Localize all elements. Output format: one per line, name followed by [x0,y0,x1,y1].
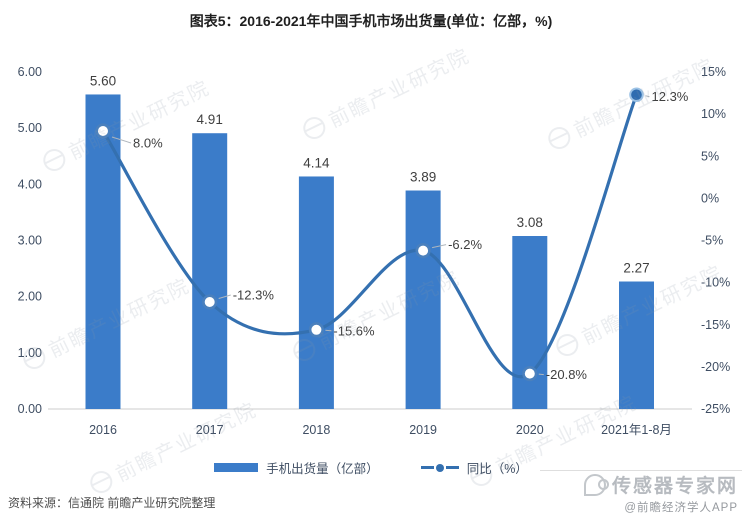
source-note: 资料来源：信通院 前瞻产业研究院整理 [8,496,216,510]
legend-item-yoy: 同比（%） [420,458,528,477]
brand-name: 传感器专家网 [611,476,738,497]
label-connector [538,373,544,376]
bar-2016 [85,94,121,409]
line-dot [435,463,444,472]
data-point-marker [308,322,325,338]
brand-logo-icon [583,473,609,496]
bar-2017 [192,133,228,409]
legend-label: 同比（%） [466,462,528,476]
y-axis-left-tick: 4.00 [18,177,42,191]
y-axis-left-tick: 3.00 [18,234,42,248]
y-axis-right-tick: -15% [701,318,730,332]
chart-legend: 手机出货量（亿部） 同比（%） [0,458,742,477]
x-axis-label: 2021年1-8月 [601,423,672,437]
label-connector [645,95,650,98]
x-axis-label: 2020 [516,423,544,437]
y-axis-right-tick: 10% [701,107,726,121]
trend-line [101,93,639,379]
point-value-label: -15.6% [333,323,375,338]
bar-value-label: 3.08 [517,215,543,230]
brand-watermark: 传感器专家网 @前瞻经济学人APP [583,471,738,515]
y-axis-right-tick: -10% [701,276,730,290]
x-axis-label: 2018 [302,423,330,437]
brand-row: 传感器专家网 [583,471,738,498]
point-value-label: -6.2% [448,237,482,252]
bar-2018 [298,176,334,409]
y-axis-right-tick: -20% [701,360,730,374]
label-connector [218,294,231,299]
x-axis-label: 2019 [409,423,437,437]
line-segment [445,466,459,469]
point-value-label: 12.3% [652,89,689,104]
y-axis-left-tick: 6.00 [18,65,42,79]
brand-credit: @前瞻经济学人APP [624,502,738,514]
bar-value-label: 4.91 [197,112,223,127]
bar-2019 [405,190,441,409]
bar-swatch-icon [214,463,259,472]
x-axis-label: 2017 [196,423,224,437]
bar-value-label: 2.27 [623,261,649,276]
point-value-label: -20.8% [546,367,588,382]
data-point-marker [415,243,431,259]
bar-value-label: 5.60 [90,73,116,88]
line-segment [420,466,434,469]
x-axis-label: 2016 [89,423,117,437]
y-axis-right-tick: 15% [701,65,726,79]
bar-2021年1-8月 [619,281,654,409]
y-axis-left-tick: 1.00 [18,346,42,360]
y-axis-left-tick: 0.00 [18,402,42,416]
bar-2020 [512,236,548,409]
y-axis-right-tick: 5% [701,149,719,163]
legend-item-shipments: 手机出货量（亿部） [214,458,379,477]
data-point-marker [202,294,218,310]
data-point-marker [629,87,644,103]
footer-divider [540,470,742,471]
legend-label: 手机出货量（亿部） [266,462,379,476]
y-axis-left-tick: 5.00 [18,121,42,135]
point-value-label: 8.0% [133,135,163,150]
label-connector [325,329,332,332]
data-point-marker [95,123,111,139]
label-connector [111,136,132,144]
label-connector [431,244,447,249]
point-value-label: -12.3% [233,288,275,303]
data-point-marker [522,366,538,382]
y-axis-right-tick: 0% [701,191,719,205]
y-axis-right-tick: -25% [701,402,730,416]
line-dot-swatch-icon [420,463,459,472]
y-axis-left-tick: 2.00 [18,290,42,304]
bar-value-label: 3.89 [410,170,436,185]
y-axis-right-tick: -5% [701,234,723,248]
chart-title: 图表5：2016-2021年中国手机市场出货量(单位：亿部，%) [189,13,553,29]
bar-value-label: 4.14 [303,155,330,170]
